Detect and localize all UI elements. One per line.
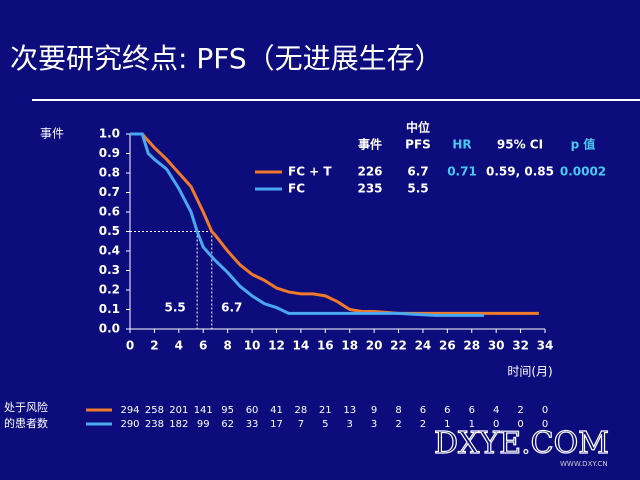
x-tick-label: 8 <box>223 339 231 353</box>
legend-label: FC + T <box>288 165 332 179</box>
table-cell: 235 <box>357 182 382 196</box>
at-risk-count: 1 <box>469 419 475 430</box>
at-risk-count: 2 <box>395 419 401 430</box>
at-risk-count: 258 <box>145 405 164 416</box>
at-risk-count: 182 <box>169 419 188 430</box>
y-tick-label: 0.4 <box>99 244 120 258</box>
at-risk-count: 6 <box>420 405 426 416</box>
table-header: 中位 <box>406 120 430 135</box>
at-risk-count: 3 <box>347 419 353 430</box>
median-label: 6.7 <box>221 301 242 315</box>
table-header: p 值 <box>571 137 596 152</box>
legend-label: FC <box>288 182 305 196</box>
at-risk-count: 294 <box>120 405 139 416</box>
median-label: 5.5 <box>164 301 185 315</box>
x-tick-label: 12 <box>268 339 285 353</box>
table-header: PFS <box>405 138 431 152</box>
y-tick-label: 0.3 <box>99 263 120 277</box>
at-risk-count: 238 <box>145 419 164 430</box>
x-axis-label: 时间(月) <box>507 365 552 379</box>
table-cell: 0.0002 <box>560 165 606 179</box>
x-tick-label: 6 <box>199 339 207 353</box>
y-tick-label: 0.8 <box>99 166 120 180</box>
table-cell: 0.59, 0.85 <box>486 165 554 179</box>
at-risk-count: 2 <box>517 405 523 416</box>
at-risk-count: 9 <box>371 405 377 416</box>
at-risk-count: 6 <box>444 405 450 416</box>
y-tick-label: 0.5 <box>99 224 120 238</box>
x-tick-label: 20 <box>366 339 383 353</box>
at-risk-label: 的患者数 <box>4 416 48 430</box>
at-risk-count: 4 <box>493 405 499 416</box>
y-tick-label: 0.0 <box>99 322 120 336</box>
survival-curve <box>130 132 539 315</box>
at-risk-count: 33 <box>246 419 259 430</box>
y-tick-label: 0.1 <box>99 302 120 316</box>
at-risk-count: 0 <box>542 405 548 416</box>
table-cell: 5.5 <box>407 182 428 196</box>
table-header: 事件 <box>358 137 382 152</box>
at-risk-count: 2 <box>420 419 426 430</box>
at-risk-count: 0 <box>542 419 548 430</box>
table-cell: 0.71 <box>447 165 477 179</box>
x-tick-label: 0 <box>126 339 134 353</box>
table-cell: 6.7 <box>407 165 428 179</box>
x-tick-label: 2 <box>150 339 158 353</box>
at-risk-count: 6 <box>469 405 475 416</box>
at-risk-count: 21 <box>319 405 332 416</box>
x-tick-label: 22 <box>390 339 407 353</box>
table-cell: 226 <box>357 165 382 179</box>
x-tick-label: 24 <box>415 339 432 353</box>
at-risk-count: 201 <box>169 405 188 416</box>
at-risk-count: 62 <box>221 419 234 430</box>
watermark: WWW.DXY.CN <box>560 460 608 468</box>
y-tick-label: 0.6 <box>99 205 120 219</box>
table-header: HR <box>452 138 471 152</box>
at-risk-count: 0 <box>517 419 523 430</box>
y-axis-label: 事件 <box>40 127 64 141</box>
y-tick-label: 0.9 <box>99 146 120 160</box>
x-tick-label: 34 <box>537 339 554 353</box>
x-tick-label: 10 <box>244 339 261 353</box>
at-risk-count: 13 <box>343 405 356 416</box>
at-risk-count: 0 <box>493 419 499 430</box>
at-risk-count: 95 <box>221 405 234 416</box>
survival-curve <box>130 132 484 317</box>
x-tick-label: 30 <box>488 339 505 353</box>
at-risk-count: 1 <box>444 419 450 430</box>
at-risk-label: 处于风险 <box>4 400 48 414</box>
at-risk-count: 60 <box>246 405 259 416</box>
x-tick-label: 26 <box>439 339 456 353</box>
at-risk-count: 17 <box>270 419 283 430</box>
x-tick-label: 32 <box>512 339 529 353</box>
x-tick-label: 18 <box>341 339 358 353</box>
watermark: DXYE.COM <box>434 426 609 461</box>
y-tick-label: 0.2 <box>99 283 120 297</box>
table-header: 95% CI <box>497 138 543 152</box>
x-tick-label: 28 <box>463 339 480 353</box>
at-risk-count: 290 <box>120 419 139 430</box>
at-risk-count: 7 <box>298 419 304 430</box>
chart-title: 次要研究终点: PFS（无进展生存） <box>10 42 443 75</box>
at-risk-count: 28 <box>295 405 308 416</box>
x-tick-label: 16 <box>317 339 334 353</box>
y-tick-label: 0.7 <box>99 185 120 199</box>
at-risk-count: 5 <box>322 419 328 430</box>
at-risk-count: 3 <box>371 419 377 430</box>
x-tick-label: 4 <box>175 339 183 353</box>
at-risk-count: 99 <box>197 419 210 430</box>
at-risk-count: 141 <box>194 405 213 416</box>
y-tick-label: 1.0 <box>99 127 120 141</box>
at-risk-count: 41 <box>270 405 283 416</box>
at-risk-count: 8 <box>395 405 401 416</box>
x-tick-label: 14 <box>293 339 310 353</box>
